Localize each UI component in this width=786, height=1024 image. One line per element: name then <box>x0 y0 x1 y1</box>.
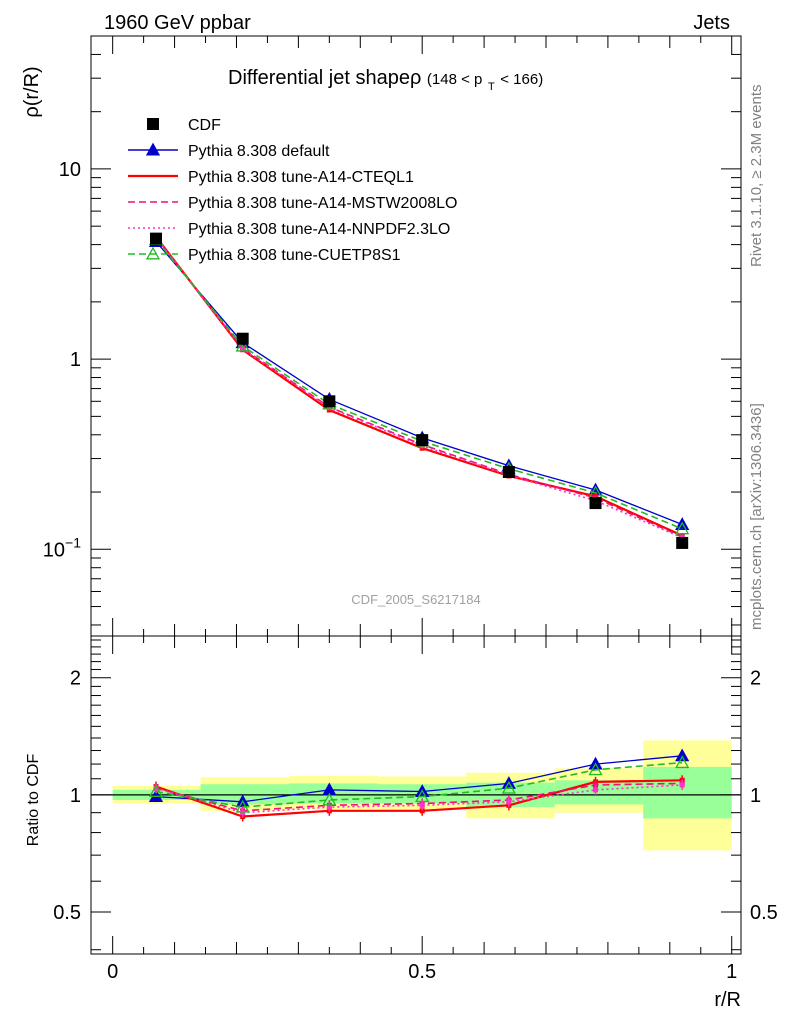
header-energy-label: 1960 GeV ppbar <box>104 12 251 34</box>
main-point-cdf <box>323 395 336 408</box>
x-tick-label: 1 <box>726 961 737 983</box>
main-point-cdf <box>150 232 162 245</box>
legend-item-cuetp8s1: Pythia 8.308 tune-CUETP8S1 <box>128 246 401 264</box>
legend-item-mstw: Pythia 8.308 tune-A14-MSTW2008LO <box>128 195 457 212</box>
legend-label-mstw: Pythia 8.308 tune-A14-MSTW2008LO <box>188 195 457 212</box>
main-panel: 10 1 10−1 ρ(r/R) Differential jet shapeρ (… <box>21 35 742 637</box>
ratio-point-cuetp8s1 <box>501 780 516 794</box>
header-process-label: Jets <box>693 12 730 34</box>
ratio-point-cuetp8s1 <box>148 784 164 797</box>
main-point-nnpdf <box>326 405 332 411</box>
ratio-y-tick-label: 0.5 <box>53 902 81 924</box>
ratio-y-tick-label: 2 <box>70 668 81 690</box>
ratio-point-cuetp8s1 <box>675 755 690 769</box>
ratio-point-cuetp8s1 <box>415 789 430 803</box>
legend-label-cdf: CDF <box>188 117 221 134</box>
ratio-band-green <box>643 766 732 819</box>
ratio-point-nnpdf <box>240 810 246 816</box>
mcplots-credit-label: mcplots.cern.ch [arXiv:1306.3436] <box>748 403 765 630</box>
main-point-cdf <box>676 536 689 549</box>
ratio-point-cuetp8s1 <box>588 762 603 776</box>
ratio-point-nnpdf <box>153 785 159 791</box>
main-point-cuetp8s1 <box>675 521 690 535</box>
x-axis-label: r/R <box>714 989 741 1011</box>
legend-marker-default <box>145 142 161 156</box>
ratio-y-tick-label: 1 <box>70 785 81 807</box>
ratio-y-axis-label: Ratio to CDF <box>25 754 42 847</box>
ratio-line-cuetp8s1 <box>155 761 683 808</box>
ratio-point-default <box>675 748 690 762</box>
ratio-point-nnpdf <box>419 802 425 808</box>
ratio-point-nnpdf <box>679 782 685 788</box>
legend-label-default: Pythia 8.308 default <box>188 143 330 160</box>
legend-label-nnpdf: Pythia 8.308 tune-A14-NNPDF2.3LO <box>188 221 450 238</box>
legend-item-cdf: CDF <box>147 117 221 134</box>
analysis-watermark: CDF_2005_S6217184 <box>351 592 480 607</box>
rivet-version-label: Rivet 3.1.10, ≥ 2.3M events <box>748 85 765 268</box>
chart-title-sub: T <box>488 81 495 93</box>
legend-label-cuetp8s1: Pythia 8.308 tune-CUETP8S1 <box>188 247 401 264</box>
chart-title-range: (148 < p <box>427 71 482 88</box>
legend-item-default: Pythia 8.308 default <box>128 142 330 160</box>
x-tick-label: 0 <box>107 961 118 983</box>
main-y-tick-label: 10 <box>59 159 81 181</box>
main-y-tick-label: 1 <box>70 349 81 371</box>
legend-item-cteql1: Pythia 8.308 tune-A14-CTEQL1 <box>128 169 414 186</box>
ratio-y-tick-label-right: 2 <box>750 668 761 690</box>
ratio-y-tick-label-right: 1 <box>750 785 761 807</box>
main-y-axis-label: ρ(r/R) <box>21 66 43 117</box>
ratio-y-tick-label-right: 0.5 <box>750 902 778 924</box>
ratio-point-cuetp8s1 <box>322 792 337 806</box>
ratio-point-nnpdf <box>506 799 512 805</box>
ratio-point-cteql1 <box>419 808 425 814</box>
ratio-point-nnpdf <box>326 804 332 810</box>
main-point-nnpdf <box>240 346 246 352</box>
legend-marker-cuetp8s1 <box>145 246 161 260</box>
chart-title-main: Differential jet shapeρ <box>228 67 421 89</box>
ratio-point-cuetp8s1 <box>235 799 250 813</box>
chart-title-range-end: < 166) <box>500 71 543 88</box>
legend-item-nnpdf: Pythia 8.308 tune-A14-NNPDF2.3LO <box>128 221 450 238</box>
legend-marker-cdf <box>147 118 159 130</box>
x-tick-label: 0.5 <box>408 961 436 983</box>
ratio-panel: 2 2 1 1 0.5 0.5 0 0.5 1 Ratio to CDF r/R <box>25 635 778 1011</box>
legend: CDF Pythia 8.308 default Pythia 8.308 tune… <box>128 117 457 264</box>
main-y-tick-label: 10−1 <box>43 534 81 561</box>
main-point-cdf <box>589 497 602 510</box>
main-point-cdf <box>236 332 249 345</box>
chart-title: Differential jet shapeρ (148 < p T < 166… <box>228 67 543 95</box>
ratio-point-nnpdf <box>593 787 599 793</box>
main-point-cdf <box>416 434 429 447</box>
main-point-cuetp8s1 <box>235 338 250 352</box>
legend-label-cteql1: Pythia 8.308 tune-A14-CTEQL1 <box>188 169 414 186</box>
main-point-cdf <box>502 465 515 478</box>
